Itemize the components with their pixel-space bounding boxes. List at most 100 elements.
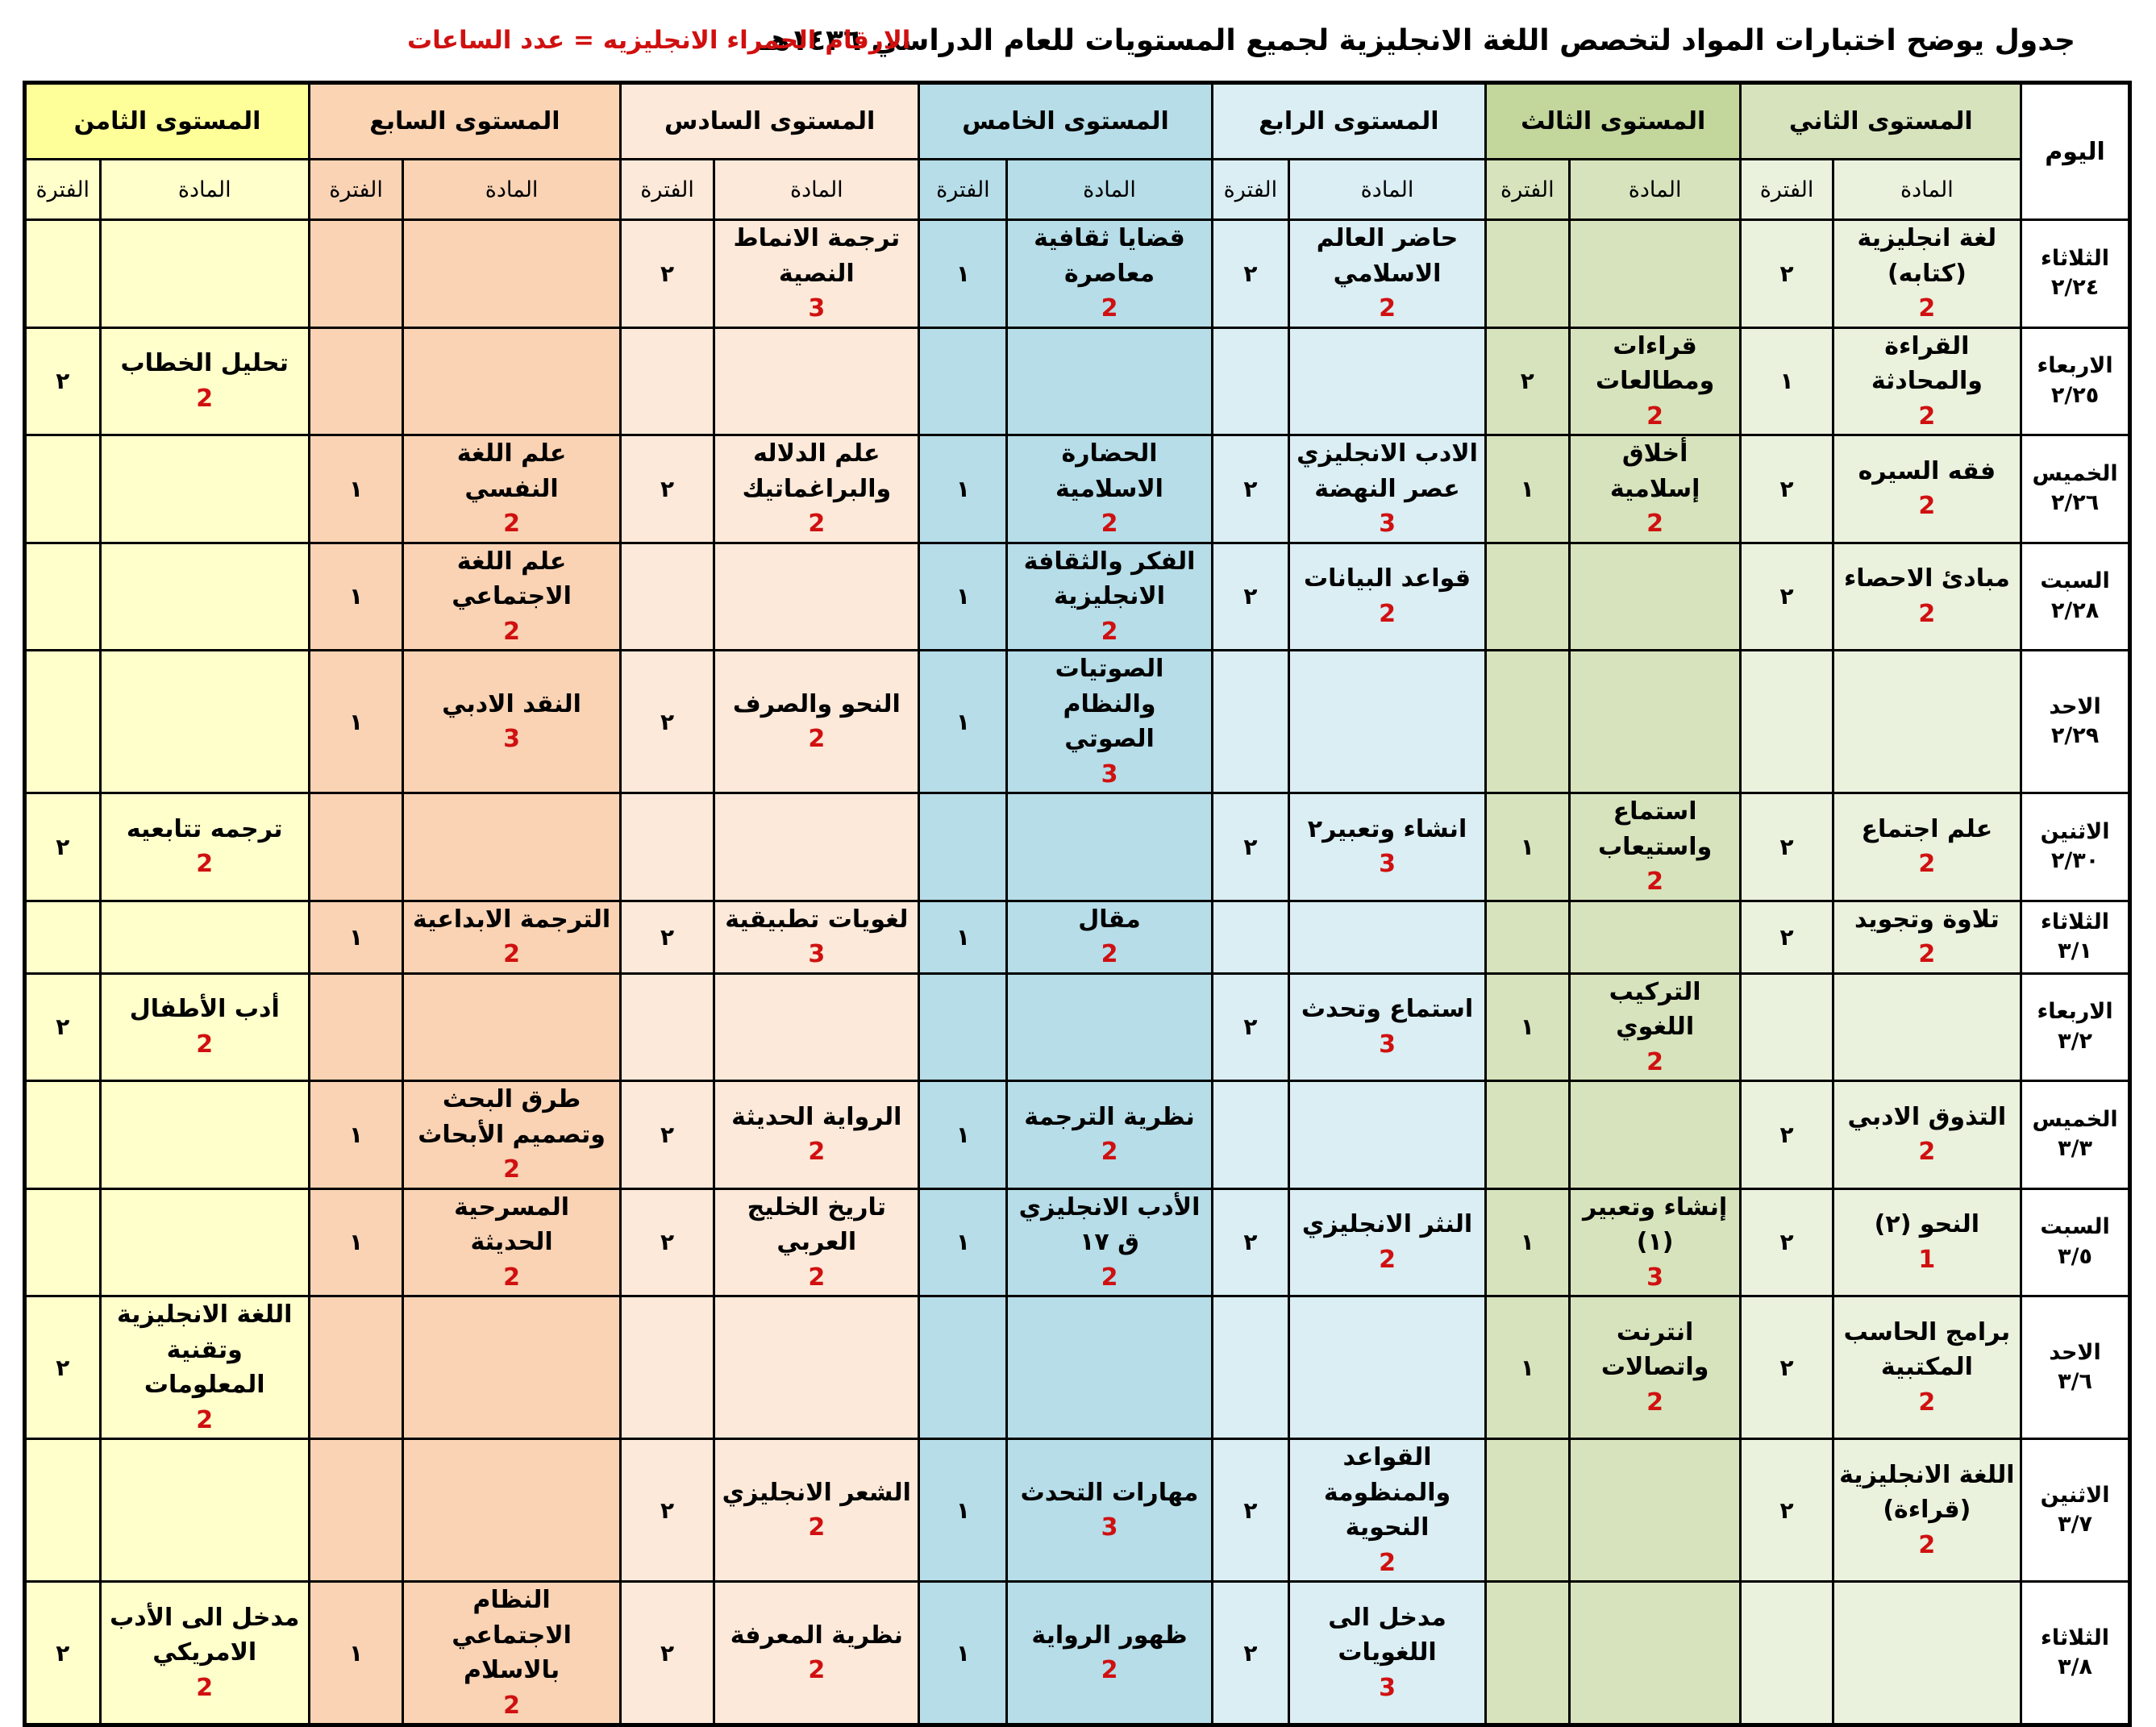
subject-cell: طرق البحث وتصميم الأبحاث 2 xyxy=(402,1080,622,1190)
period-cell: ١ xyxy=(918,1080,1009,1190)
credit-hours: 2 xyxy=(1101,940,1118,968)
exam-schedule-table: اليوم المستوى الثاني المستوى الثالث المستو… xyxy=(23,81,2132,1727)
period-cell: ٢ xyxy=(618,218,716,329)
table-row: الثلاثاء ٣/١ تلاوة وتجويد 2 ٢ مقال 2 ١ لغويات تط… xyxy=(23,899,2131,975)
period-cell xyxy=(918,326,1009,436)
subject-cell: الادب الانجليزي عصر النهضة 3 xyxy=(1288,434,1487,544)
period-cell xyxy=(918,1295,1009,1440)
subject-cell: النحو (٢) 1 xyxy=(1831,1187,2023,1297)
hours-legend: الارقام الحمراء الانجليزيه = عدد الساعات xyxy=(407,26,911,55)
subject-column-header: المادة xyxy=(402,158,622,221)
schedule-body: الثلاثاء ٢/٢٤ لغة انجليزية (كتابه) 2 ٢ حاضر ا… xyxy=(23,218,2131,1726)
subject-cell: الترجمة الابداعية 2 xyxy=(402,899,622,975)
period-column-header: الفترة xyxy=(618,158,716,221)
credit-hours: 2 xyxy=(503,940,520,968)
subject-cell: ترجمة الانماط النصية 3 xyxy=(713,218,921,329)
period-cell: ١ xyxy=(307,434,405,544)
subject-cell: تحليل الخطاب 2 xyxy=(98,326,310,436)
day-date: ٣/٨ xyxy=(2058,1654,2092,1679)
subject-name: الشعر الانجليزي xyxy=(722,1478,911,1507)
subject-name: ترجمة الانماط النصية xyxy=(733,224,901,288)
subject-cell xyxy=(1288,649,1487,794)
subject-name: الرواية الحديثة xyxy=(731,1102,902,1131)
subject-cell xyxy=(402,326,622,436)
day-cell: الاربعاء ٣/٢ xyxy=(2020,972,2131,1082)
period-cell: ١ xyxy=(918,434,1009,544)
period-cell xyxy=(23,218,102,329)
subject-cell: ترجمه تتابعيه 2 xyxy=(98,792,310,902)
credit-hours: 2 xyxy=(808,1263,826,1292)
subject-name: علم اجتماع xyxy=(1861,814,1993,843)
day-cell: الخميس ٢/٢٦ xyxy=(2020,434,2131,544)
subject-cell: نظرية المعرفة 2 xyxy=(713,1580,921,1726)
subject-cell xyxy=(1567,218,1742,329)
subject-name: مهارات التحدث xyxy=(1020,1478,1199,1507)
credit-hours: 2 xyxy=(808,1656,826,1684)
subject-cell: النقد الادبي 3 xyxy=(402,649,622,794)
period-cell: ١ xyxy=(918,1438,1009,1583)
period-cell xyxy=(23,1438,102,1583)
period-cell: ٢ xyxy=(23,1580,102,1726)
period-cell: ٢ xyxy=(1739,1438,1834,1583)
subject-name: علم اللغة النفسي xyxy=(456,439,567,503)
period-cell xyxy=(1210,1080,1291,1190)
day-name: الاحد xyxy=(2049,1339,2101,1365)
subject-cell: مدخل الى اللغويات 3 xyxy=(1288,1580,1487,1726)
subject-name: علم الدلاله والبراغماتيك xyxy=(742,439,892,503)
subject-cell: الشعر الانجليزي 2 xyxy=(713,1438,921,1583)
day-date: ٢/٢٥ xyxy=(2050,382,2100,408)
period-cell: ١ xyxy=(1484,792,1571,902)
period-cell xyxy=(618,792,716,902)
subject-name: مدخل الى الأدب الامريكي xyxy=(110,1603,300,1667)
credit-hours: 2 xyxy=(1918,1530,1936,1559)
period-cell: ١ xyxy=(918,1580,1009,1726)
period-cell xyxy=(23,1187,102,1297)
subject-cell xyxy=(1005,792,1213,902)
subject-name: مدخل الى اللغويات xyxy=(1328,1603,1446,1667)
table-row: الخميس ٢/٢٦ فقه السيره 2 ٢ أخلاق إسلامية 2 ١ الا… xyxy=(23,434,2131,544)
subject-name: نظرية المعرفة xyxy=(730,1621,903,1650)
credit-hours: 2 xyxy=(196,1673,214,1702)
period-cell: ١ xyxy=(307,541,405,651)
subject-cell: علم اللغة الاجتماعي 2 xyxy=(402,541,622,651)
day-date: ٢/٢٦ xyxy=(2050,490,2100,516)
subject-name: برامج الحاسب المكتبية xyxy=(1843,1317,2011,1382)
period-cell: ٢ xyxy=(618,1187,716,1297)
subject-cell: انترنت واتصالات 2 xyxy=(1567,1295,1742,1440)
credit-hours: 3 xyxy=(1379,510,1396,538)
subject-name: تحليل الخطاب xyxy=(120,349,289,378)
subject-name: طرق البحث وتصميم الأبحاث xyxy=(418,1085,606,1149)
subject-cell: القواعد والمنظومة النحوية 2 xyxy=(1288,1438,1487,1583)
period-cell: ١ xyxy=(1484,972,1571,1082)
day-name: السبت xyxy=(2040,1214,2110,1240)
period-cell: ١ xyxy=(307,899,405,975)
period-cell: ١ xyxy=(1484,434,1571,544)
period-cell xyxy=(1484,1438,1571,1583)
subject-cell xyxy=(98,899,310,975)
day-column-header: اليوم xyxy=(2020,81,2131,221)
day-name: الثلاثاء xyxy=(2041,909,2110,934)
period-cell: ١ xyxy=(307,649,405,794)
subject-cell: أخلاق إسلامية 2 xyxy=(1567,434,1742,544)
period-cell xyxy=(1484,218,1571,329)
subject-cell xyxy=(1567,1080,1742,1190)
subheader-row: المادة الفترة المادة الفترة المادة الفترة الما… xyxy=(23,158,2130,221)
credit-hours: 2 xyxy=(1646,868,1664,896)
credit-hours: 2 xyxy=(1101,1138,1118,1167)
subject-cell xyxy=(98,649,310,794)
subject-name: اللغة الانجليزية وتقنية المعلومات xyxy=(116,1300,293,1399)
subject-cell: التذوق الادبي 2 xyxy=(1831,1080,2023,1190)
day-name: الثلاثاء xyxy=(2041,1625,2110,1650)
day-cell: السبت ٢/٢٨ xyxy=(2020,541,2131,651)
credit-hours: 2 xyxy=(1918,850,1936,879)
period-cell xyxy=(307,972,405,1082)
period-cell: ٢ xyxy=(1210,972,1291,1082)
credit-hours: 2 xyxy=(1646,510,1664,538)
subject-name: النثر الانجليزي xyxy=(1301,1210,1473,1239)
period-cell xyxy=(1484,541,1571,651)
day-cell: الاربعاء ٢/٢٥ xyxy=(2020,326,2131,436)
subject-cell: اللغة الانجليزية (قراءة) 2 xyxy=(1831,1438,2023,1583)
period-column-header: الفترة xyxy=(918,158,1009,221)
subject-name: قراءات ومطالعات xyxy=(1595,331,1715,396)
credit-hours: 3 xyxy=(503,725,520,753)
